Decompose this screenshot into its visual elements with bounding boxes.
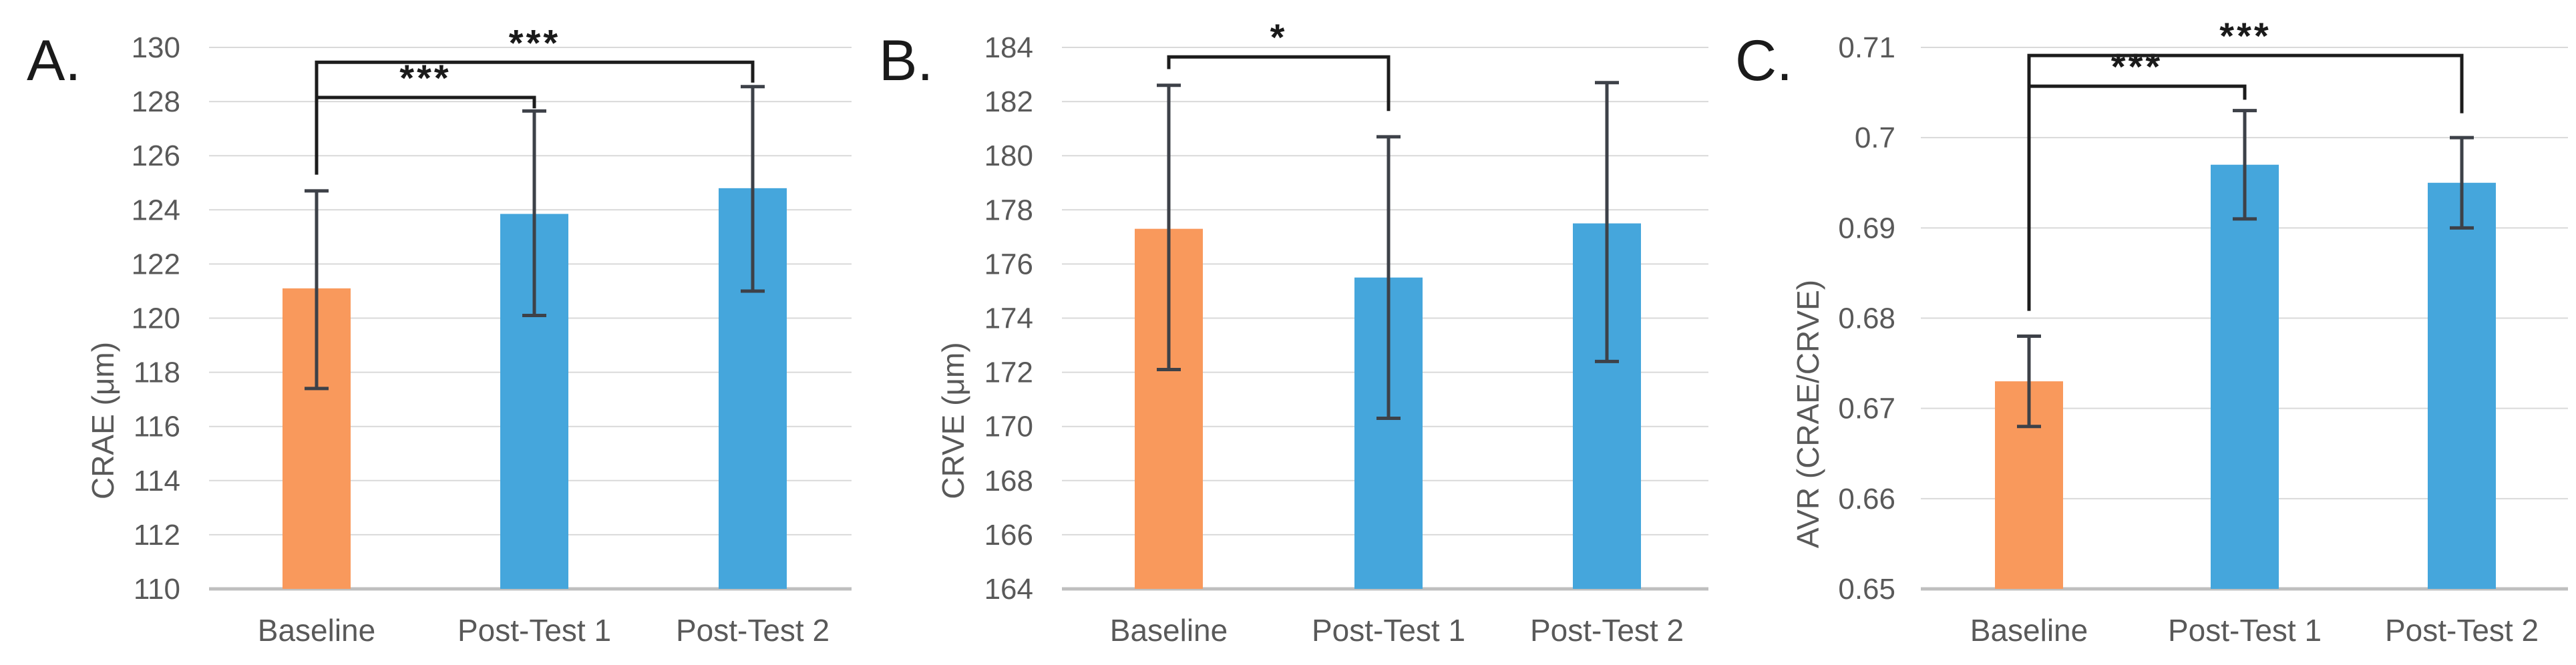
y-tick-label: 122 [132, 248, 180, 280]
x-category-label-baseline: Baseline [1110, 613, 1228, 648]
error-bar-post-test-1 [2233, 109, 2257, 221]
y-tick-label: 184 [984, 31, 1033, 64]
error-bar-post-test-1 [522, 109, 546, 317]
error-bar-baseline [1157, 83, 1181, 372]
y-tick-label: 0.71 [1838, 31, 1895, 64]
significance-bracket [2027, 84, 2247, 311]
significance-label: *** [2219, 15, 2271, 57]
y-tick-label: 0.68 [1838, 302, 1895, 335]
significance-bracket [315, 95, 536, 175]
significance-bracket [315, 60, 755, 98]
error-bar-baseline [305, 189, 329, 391]
significance-bracket [1167, 55, 1391, 112]
panel-label: C. [1735, 29, 1793, 93]
y-tick-label: 116 [134, 411, 180, 443]
y-tick-label: 114 [134, 465, 180, 497]
panel-label: B. [879, 29, 933, 93]
y-tick-label: 0.67 [1838, 393, 1895, 425]
x-category-label-post-test-1: Post-Test 1 [457, 613, 611, 648]
significance-label: *** [509, 21, 560, 63]
y-tick-label: 126 [132, 140, 180, 172]
chart-panel-c-: 0.71 0.7 0.69 0.68 0.67 0.66 0.65 *** *** Baselin… [1735, 15, 2568, 648]
y-tick-label: 110 [134, 573, 180, 606]
bar-post-test-2 [2428, 182, 2496, 589]
chart-panel-b-: 184 182 180 178 176 174 172 170 168 166 164 * Baseli… [879, 16, 1708, 648]
error-bar-post-test-2 [1595, 81, 1619, 363]
error-bar-baseline [2017, 335, 2041, 429]
chart-panel-a-: 130128126124122120118116114112110******B… [27, 21, 852, 648]
y-axis-title: CRAE (μm) [85, 342, 120, 499]
error-bar-post-test-2 [2450, 136, 2474, 230]
y-axis-title: AVR (CRAE/CRVE) [1791, 280, 1825, 548]
y-tick-label: 176 [984, 248, 1033, 280]
error-bar-post-test-1 [1376, 135, 1401, 421]
y-tick-label: 118 [134, 357, 180, 389]
x-category-label-baseline: Baseline [258, 613, 375, 648]
y-tick-label: 0.66 [1838, 483, 1895, 515]
x-category-label-post-test-2: Post-Test 2 [1530, 613, 1684, 648]
y-tick-label: 112 [134, 519, 180, 551]
bar-post-test-1 [2211, 164, 2279, 589]
x-category-label-baseline: Baseline [1970, 613, 2088, 648]
x-category-label-post-test-1: Post-Test 1 [2168, 613, 2322, 648]
significance-bracket [2027, 53, 2464, 114]
y-tick-label: 124 [132, 194, 180, 226]
x-category-label-post-test-1: Post-Test 1 [1312, 613, 1465, 648]
x-category-label-post-test-2: Post-Test 2 [676, 613, 830, 648]
y-tick-label: 130 [132, 31, 180, 64]
y-tick-label: 178 [984, 194, 1033, 226]
y-tick-label: 166 [984, 519, 1033, 551]
y-tick-label: 0.7 [1855, 122, 1895, 154]
error-bar-post-test-2 [741, 85, 765, 293]
y-tick-label: 168 [984, 465, 1033, 497]
significance-label: *** [2111, 45, 2163, 87]
y-tick-label: 180 [984, 140, 1033, 172]
y-tick-label: 0.69 [1838, 212, 1895, 244]
y-tick-label: 164 [984, 573, 1033, 606]
significance-label: * [1270, 16, 1288, 58]
y-tick-label: 128 [132, 85, 180, 118]
y-tick-label: 182 [984, 85, 1033, 118]
y-tick-label: 0.65 [1838, 573, 1895, 606]
y-tick-label: 172 [984, 357, 1033, 389]
y-axis-title: CRVE (μm) [936, 342, 970, 499]
y-tick-label: 120 [132, 302, 180, 335]
y-tick-label: 170 [984, 411, 1033, 443]
panel-label: A. [27, 29, 81, 93]
x-category-label-post-test-2: Post-Test 2 [2385, 613, 2539, 648]
y-tick-label: 174 [984, 302, 1033, 335]
